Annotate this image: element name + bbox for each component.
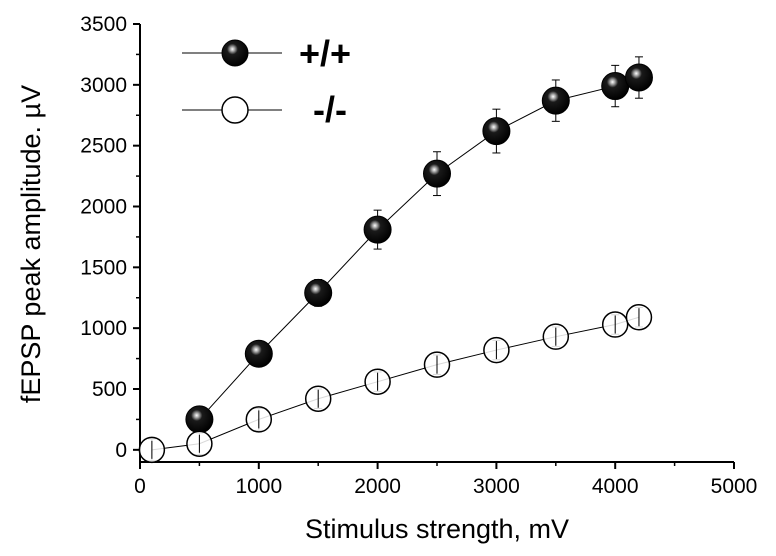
legend: +/+ -/- (182, 33, 351, 130)
data-point (482, 117, 511, 146)
series-knockout (138, 303, 653, 464)
data-point (624, 63, 653, 92)
x-ticks: 0 1000 2000 3000 4000 5000 (134, 462, 757, 498)
legend-marker-plus (221, 39, 249, 67)
plot-area: 0 1000 2000 3000 4000 5000 0 500 1000 1500 2000 25… (80, 13, 757, 498)
x-tick-label: 4000 (592, 475, 639, 498)
series-line (199, 77, 640, 420)
x-tick-label: 3000 (473, 475, 520, 498)
data-point (423, 159, 451, 188)
y-tick-label: 3500 (80, 13, 127, 36)
y-tick-label: 1000 (80, 317, 127, 340)
legend-item-plus: +/+ (182, 33, 351, 74)
data-point (304, 278, 333, 307)
x-tick-label: 2000 (354, 475, 401, 498)
y-axis-title: fEPSP peak amplitude. µV (16, 85, 46, 403)
y-tick-label: 3000 (80, 74, 127, 97)
series-line (151, 316, 640, 451)
x-tick-label: 1000 (235, 475, 282, 498)
data-point (244, 339, 273, 368)
legend-label-minus: -/- (313, 89, 347, 130)
series-layer (138, 56, 653, 464)
x-tick-label: 5000 (711, 475, 758, 498)
y-ticks: 0 500 1000 1500 2000 2500 3000 3500 (80, 13, 140, 462)
x-axis-title: Stimulus strength, mV (305, 514, 569, 544)
legend-item-minus: -/- (182, 89, 347, 130)
y-tick-label: 500 (92, 378, 127, 401)
y-tick-label: 2000 (80, 196, 127, 219)
legend-label-plus: +/+ (299, 33, 351, 74)
y-tick-label: 0 (115, 439, 127, 462)
series-wild-type (185, 56, 653, 434)
y-tick-label: 1500 (80, 256, 127, 279)
data-point (601, 72, 630, 101)
x-tick-label: 0 (134, 475, 146, 498)
data-point (541, 86, 570, 115)
data-point (185, 405, 214, 434)
y-tick-label: 2500 (80, 135, 127, 158)
legend-marker-minus (221, 96, 249, 124)
data-point (363, 215, 392, 244)
